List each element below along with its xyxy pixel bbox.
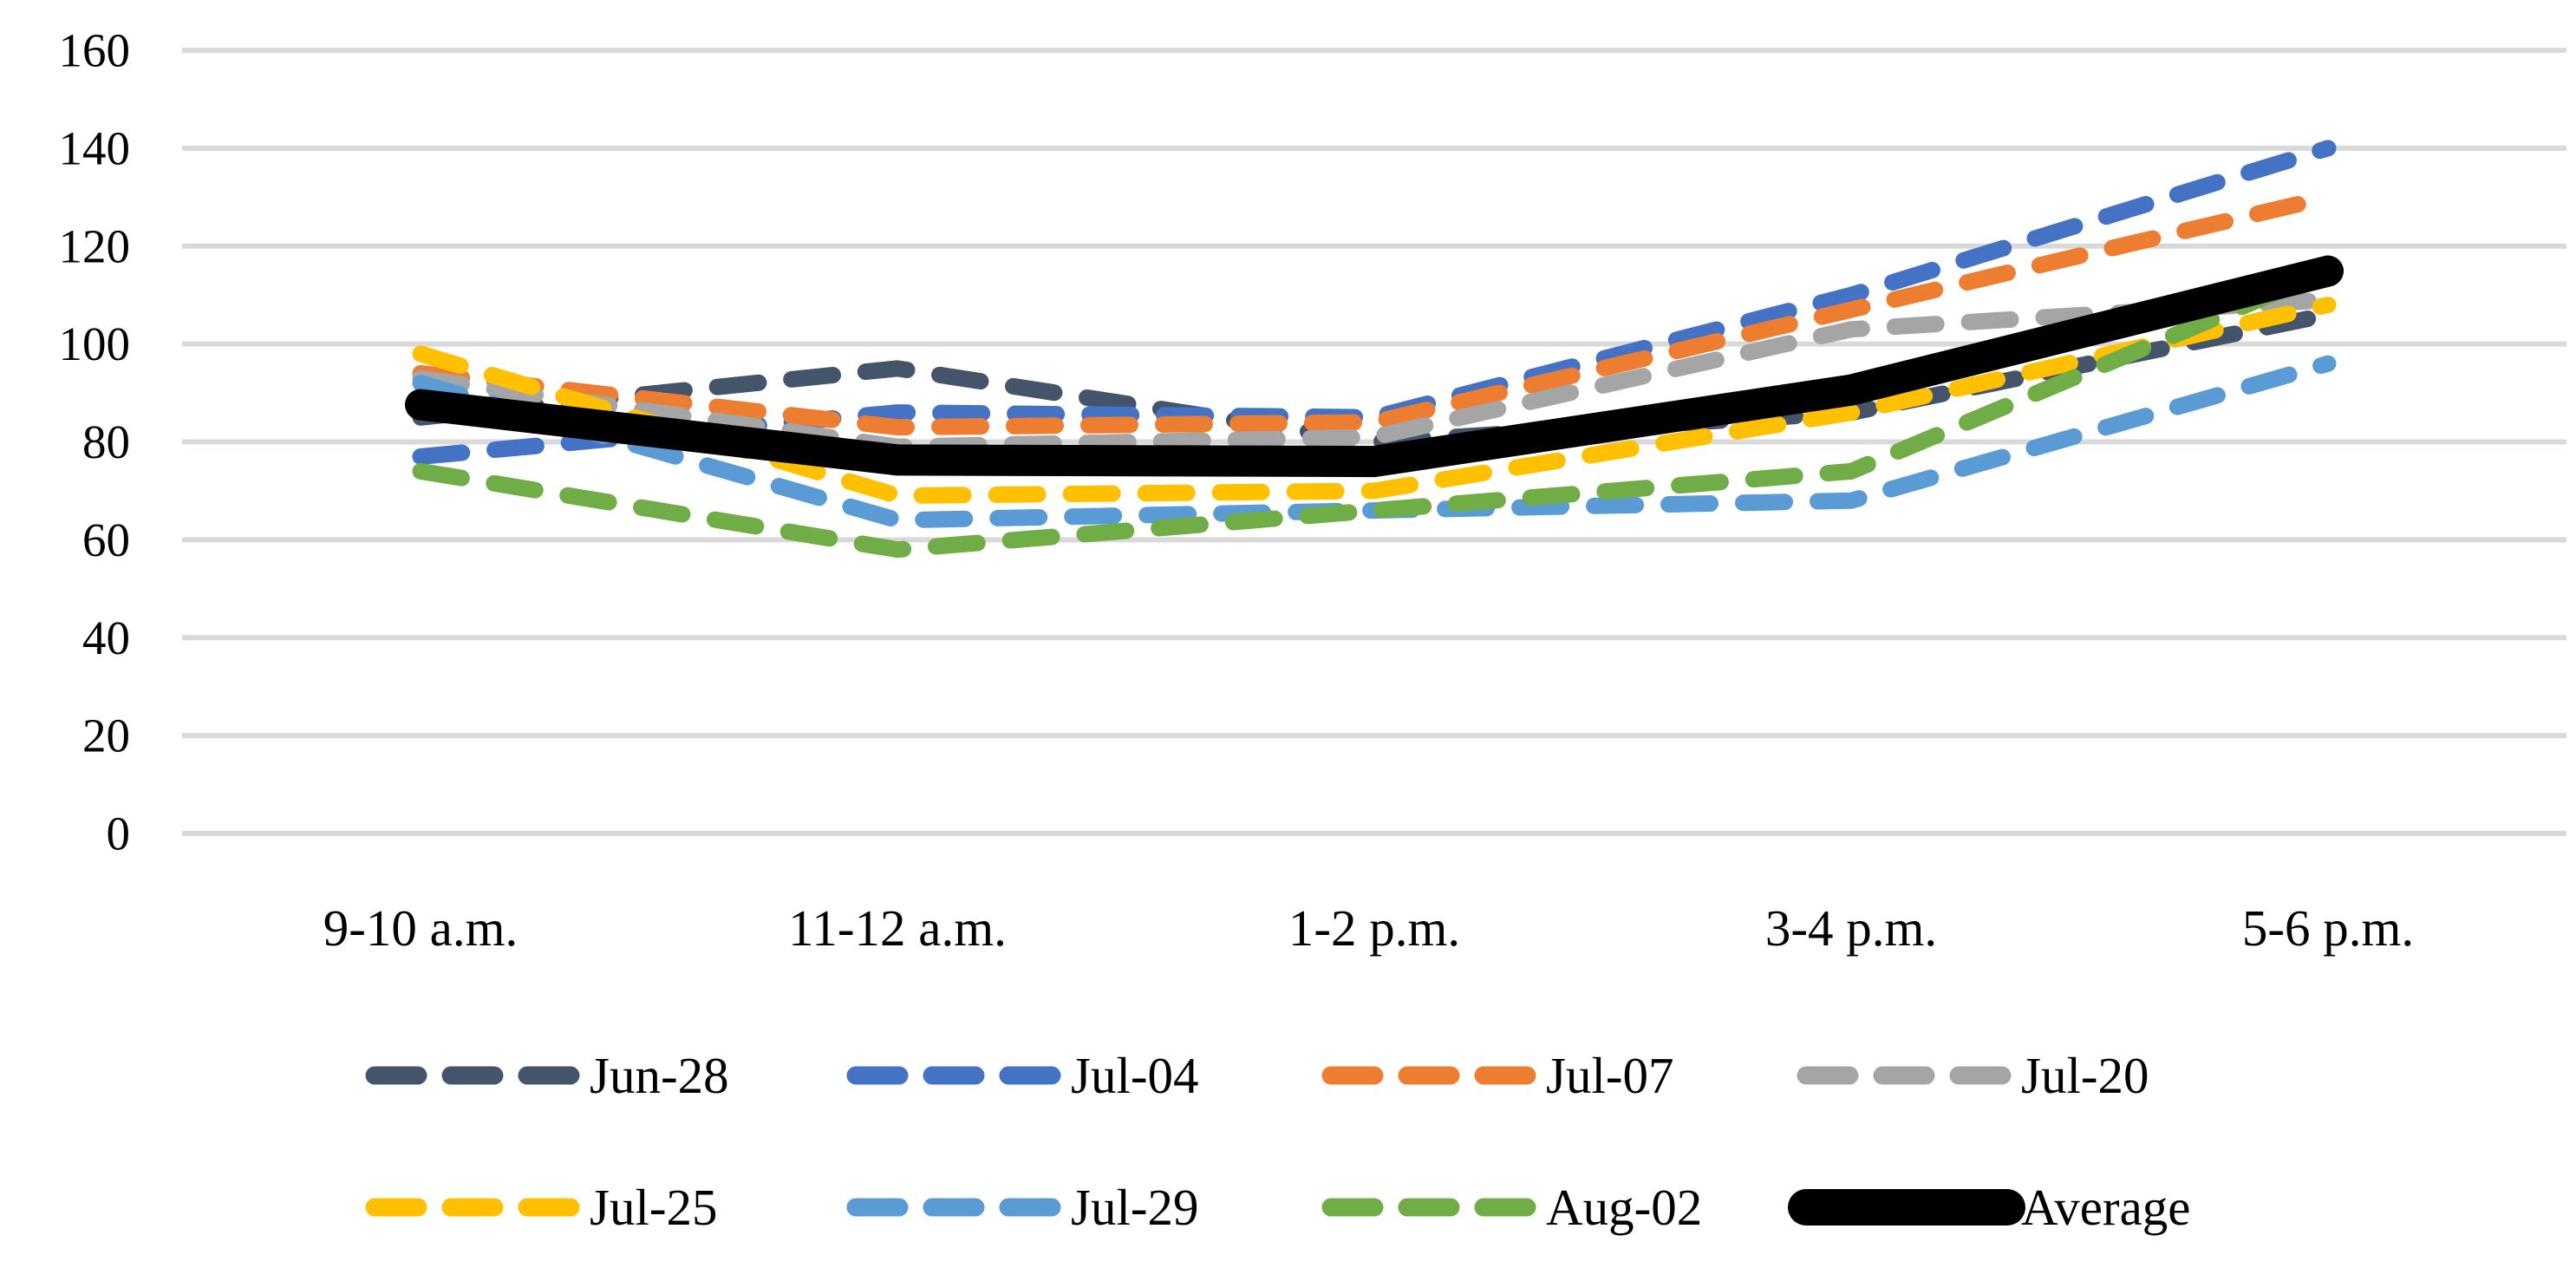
legend-label-aug-02: Aug-02 bbox=[1546, 1179, 1702, 1236]
legend-item-jul-04: Jul-04 bbox=[846, 1047, 1199, 1104]
y-axis-tick-label: 100 bbox=[59, 317, 131, 370]
legend-label-jul-04: Jul-04 bbox=[1071, 1047, 1199, 1104]
legend-label-jul-25: Jul-25 bbox=[590, 1179, 718, 1236]
y-axis-tick-label: 80 bbox=[82, 415, 130, 468]
y-axis-tick-label: 120 bbox=[59, 219, 131, 272]
series-line-jun-28 bbox=[412, 306, 2337, 450]
legend-item-jul-07: Jul-07 bbox=[1321, 1047, 1674, 1104]
y-axis-tick-label: 160 bbox=[59, 24, 131, 77]
legend-label-jul-29: Jul-29 bbox=[1071, 1179, 1199, 1236]
series-line-jul-20 bbox=[412, 291, 2337, 455]
legend-item-aug-02: Aug-02 bbox=[1321, 1179, 1702, 1236]
legend-item-jul-29: Jul-29 bbox=[846, 1179, 1199, 1236]
x-axis-category-label: 5-6 p.m. bbox=[2242, 899, 2414, 957]
y-axis-tick-label: 60 bbox=[82, 513, 130, 566]
legend-item-jun-28: Jun-28 bbox=[365, 1047, 729, 1104]
legend-label-average: Average bbox=[2021, 1179, 2190, 1236]
x-axis-category-label: 1-2 p.m. bbox=[1288, 899, 1460, 957]
x-axis-category-label: 3-4 p.m. bbox=[1765, 899, 1937, 957]
legend-item-jul-20: Jul-20 bbox=[1797, 1047, 2149, 1104]
y-axis-tick-label: 20 bbox=[82, 709, 130, 762]
y-axis-tick-label: 140 bbox=[59, 121, 131, 174]
legend-label-jun-28: Jun-28 bbox=[590, 1047, 729, 1104]
series-line-aug-02 bbox=[412, 262, 2337, 559]
legend-label-jul-07: Jul-07 bbox=[1546, 1047, 1674, 1104]
series-line-jul-07 bbox=[412, 188, 2337, 436]
y-axis-tick-label: 40 bbox=[82, 611, 130, 664]
x-axis-category-label: 11-12 a.m. bbox=[788, 899, 1007, 957]
legend-label-jul-20: Jul-20 bbox=[2021, 1047, 2149, 1104]
x-axis-category-label: 9-10 a.m. bbox=[323, 899, 518, 957]
series-line-average bbox=[405, 255, 2344, 478]
legend-item-average: Average bbox=[1788, 1179, 2190, 1236]
y-axis-tick-label: 0 bbox=[107, 807, 131, 860]
legend-item-jul-25: Jul-25 bbox=[365, 1179, 718, 1236]
